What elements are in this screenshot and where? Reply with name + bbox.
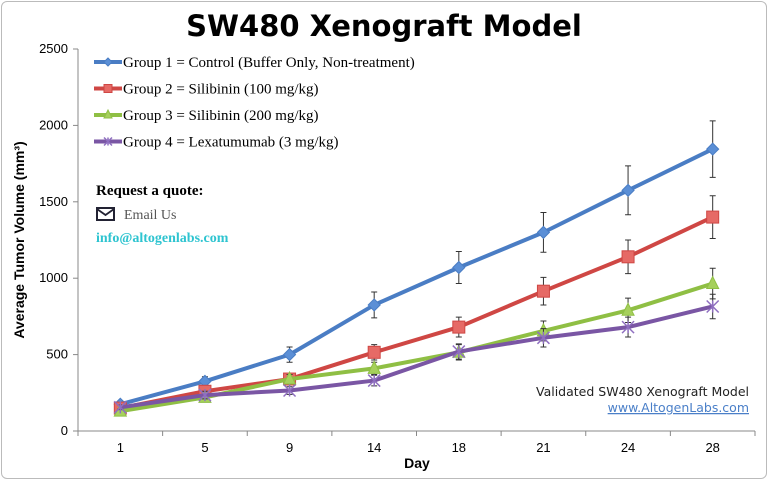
marker-diamond: [282, 347, 297, 362]
envelope-icon[interactable]: [96, 207, 115, 221]
marker-x: [198, 388, 212, 402]
marker-triangle: [705, 275, 720, 290]
series-line: [119, 215, 714, 411]
marker-diamond: [536, 225, 551, 240]
legend-item: Group 3 = Silibinin (200 mg/kg): [94, 108, 319, 124]
marker-x: [706, 299, 720, 313]
x-axis-label: Day: [404, 455, 430, 471]
x-tick-label: 9: [286, 440, 293, 455]
x-tick-label: 5: [201, 440, 208, 455]
y-tick-label: 0: [61, 423, 68, 438]
validated-caption: Validated SW480 Xenograft Model: [536, 384, 749, 399]
marker-triangle: [621, 302, 635, 316]
marker-triangle: [282, 370, 297, 385]
y-tick-label: 2000: [39, 117, 68, 132]
marker-triangle: [367, 360, 381, 374]
marker-x: [452, 345, 466, 359]
legend-item: Group 1 = Control (Buffer Only, Non-trea…: [94, 55, 415, 71]
marker-square: [621, 250, 635, 264]
marker-x: [367, 374, 381, 388]
series-line: [119, 147, 714, 407]
marker-diamond: [367, 298, 381, 312]
marker-diamond: [621, 183, 635, 198]
legend-label: Group 2 = Silibinin (100 mg/kg): [123, 82, 319, 98]
marker-x: [621, 320, 635, 334]
marker-x: [113, 400, 127, 414]
y-axis-label: Average Tumor Volume (mm³): [11, 141, 27, 338]
series-group-4: [113, 293, 720, 414]
y-tick-label: 2500: [39, 41, 68, 56]
legend-item: Group 4 = Lexatumumab (3 mg/kg): [94, 135, 339, 151]
marker-diamond: [705, 142, 720, 156]
y-tick-label: 500: [46, 347, 68, 362]
marker-x: [536, 331, 550, 345]
website-link[interactable]: www.AltogenLabs.com: [608, 400, 749, 415]
marker-square: [452, 320, 466, 334]
marker-square: [103, 84, 113, 93]
marker-diamond: [452, 260, 466, 275]
email-address-link[interactable]: info@altogenlabs.com: [96, 231, 229, 246]
marker-diamond: [103, 57, 113, 67]
marker-triangle: [103, 108, 113, 119]
x-tick-label: 21: [536, 440, 550, 455]
chart-title: SW480 Xenograft Model: [186, 9, 582, 43]
x-tick-label: 14: [367, 440, 381, 455]
x-tick-label: 28: [705, 440, 719, 455]
legend-label: Group 1 = Control (Buffer Only, Non-trea…: [123, 55, 415, 71]
x-tick-label: 18: [452, 440, 466, 455]
y-tick-label: 1000: [39, 270, 68, 285]
marker-square: [367, 345, 381, 359]
marker-square: [706, 210, 720, 224]
legend-label: Group 4 = Lexatumumab (3 mg/kg): [123, 135, 339, 151]
x-tick-label: 1: [117, 440, 124, 455]
email-us-link[interactable]: Email Us: [124, 208, 177, 223]
series-line: [120, 304, 714, 410]
marker-x: [283, 383, 297, 398]
marker-square: [536, 284, 550, 298]
marker-x: [103, 136, 113, 147]
legend-label: Group 3 = Silibinin (200 mg/kg): [123, 108, 319, 124]
y-tick-label: 1500: [39, 194, 68, 209]
request-quote-heading: Request a quote:: [96, 183, 204, 199]
x-tick-label: 24: [621, 440, 635, 455]
legend-item: Group 2 = Silibinin (100 mg/kg): [94, 82, 319, 98]
